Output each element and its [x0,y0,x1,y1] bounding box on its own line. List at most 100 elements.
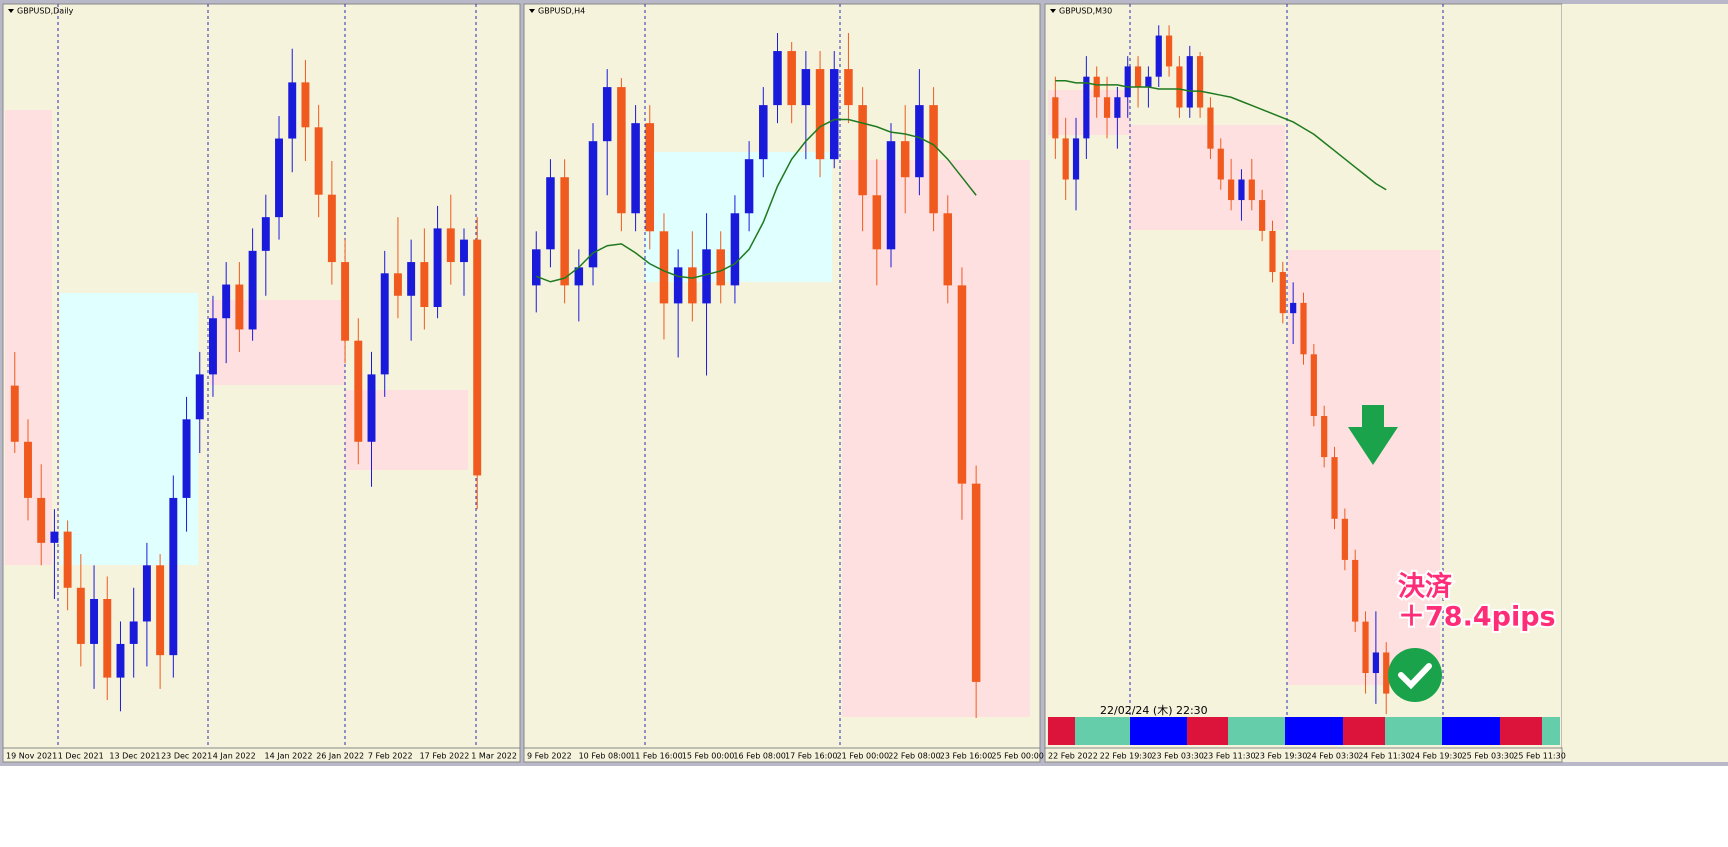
candle-body [288,82,297,139]
candle-body [929,105,938,214]
candle-body [1259,200,1266,231]
candle-body [716,249,725,286]
session-strip [1048,717,1560,745]
panel-title: GBPUSD,H4 [538,7,585,16]
candle-body [354,340,363,442]
candle-body [473,239,482,476]
candle-body [1217,148,1224,180]
x-tick-label: 1 Mar 2022 [471,752,517,761]
candle-body [116,643,125,678]
candle-body [1300,302,1307,355]
candle-body [301,82,310,128]
candle-body [1176,66,1183,108]
candle-body [673,267,683,304]
candle-body [844,69,853,106]
candle-body [801,69,811,106]
candle-body [943,213,953,286]
x-tick-label: 17 Feb 16:00 [785,752,837,761]
candle-body [787,51,796,106]
x-tick-label: 23 Dec 2021 [161,752,212,761]
candle-body [76,587,85,644]
x-tick-label: 19 Nov 2021 [6,752,57,761]
candle-body [1372,652,1379,674]
candle-body [702,249,711,304]
candle-body [1331,457,1338,519]
candle-body [275,138,283,218]
candle-body [195,374,204,420]
candle-body [380,273,389,375]
candle-body [169,497,178,656]
x-tick-label: 23 Feb 11:30 [1203,752,1255,761]
x-tick-label: 23 Feb 16:00 [940,752,992,761]
candle-body [248,250,257,330]
candle-body [1186,56,1193,108]
candle-body [1228,179,1235,201]
candle-body [433,228,442,307]
x-tick-label: 22 Feb 2022 [1048,752,1098,761]
candle-body [327,194,336,263]
candle-body [915,105,924,178]
candle-body [1383,652,1390,694]
candle-body [1248,179,1255,201]
candle-body [730,213,740,286]
candle-body [546,177,555,250]
x-tick-label: 16 Feb 08:00 [733,752,785,761]
candle-body [407,262,416,296]
x-tick-label: 15 Feb 00:00 [682,752,734,761]
x-tick-label: 14 Jan 2022 [265,752,313,761]
panel-title: GBPUSD,Daily [17,7,74,16]
candle-body [631,123,640,214]
candle-body [1083,76,1090,139]
candle-body [829,69,839,160]
annotation: 決済 [1398,571,1453,603]
candle-body [744,159,754,214]
candle-body [420,262,429,307]
x-tick-label: 25 Feb 00:00 [991,752,1043,761]
candle-body [574,267,584,286]
candle-body [235,284,244,330]
candle-body [1072,138,1080,180]
title-marker [8,9,14,13]
down-arrow [1348,405,1398,465]
candle-body [156,565,165,656]
candle-body [103,599,112,678]
candle-body [1052,97,1059,139]
candle-body [1062,138,1069,180]
candle-body [531,249,541,286]
candle-body [393,273,402,296]
timestamp: 22/02/24 (木) 22:30 [1100,704,1208,717]
moving-average [535,118,977,283]
candle-body [759,105,768,160]
x-tick-label: 26 Jan 2022 [316,752,364,761]
candle-body [142,565,151,622]
candle-body [446,228,455,263]
x-tick-label: 10 Feb 08:00 [579,752,631,761]
candle-body [314,127,323,195]
plots: GBPUSD,Daily 19 Nov 2021 1 Dec 2021 13 Dec … [6,7,1566,761]
x-tick-label: 9 Feb 2022 [527,752,572,761]
candle-body [815,69,825,160]
candle-body [858,105,867,196]
moving-average [1055,80,1387,191]
candle-body [645,123,655,232]
candle-body [24,441,32,498]
x-tick-label: 7 Feb 2022 [368,752,413,761]
candle-body [1279,272,1286,314]
candle-body [588,141,598,268]
candle-body [1134,66,1142,87]
candle-body [1321,415,1328,458]
x-tick-label: 13 Dec 2021 [109,752,160,761]
candle-body [129,621,138,644]
x-tick-label: 21 Feb 00:00 [837,752,889,761]
label-rows [2,747,1563,763]
candle-body [1114,97,1121,118]
candle-body [560,177,569,286]
candle-body [957,285,967,484]
x-tick-label: 24 Feb 11:30 [1358,752,1410,761]
candle-body [1196,56,1204,108]
x-tick-label: 23 Feb 03:30 [1151,752,1203,761]
candle-body [1362,621,1369,674]
candle-body [1145,76,1152,87]
x-tick-label: 25 Feb 11:30 [1513,752,1565,761]
